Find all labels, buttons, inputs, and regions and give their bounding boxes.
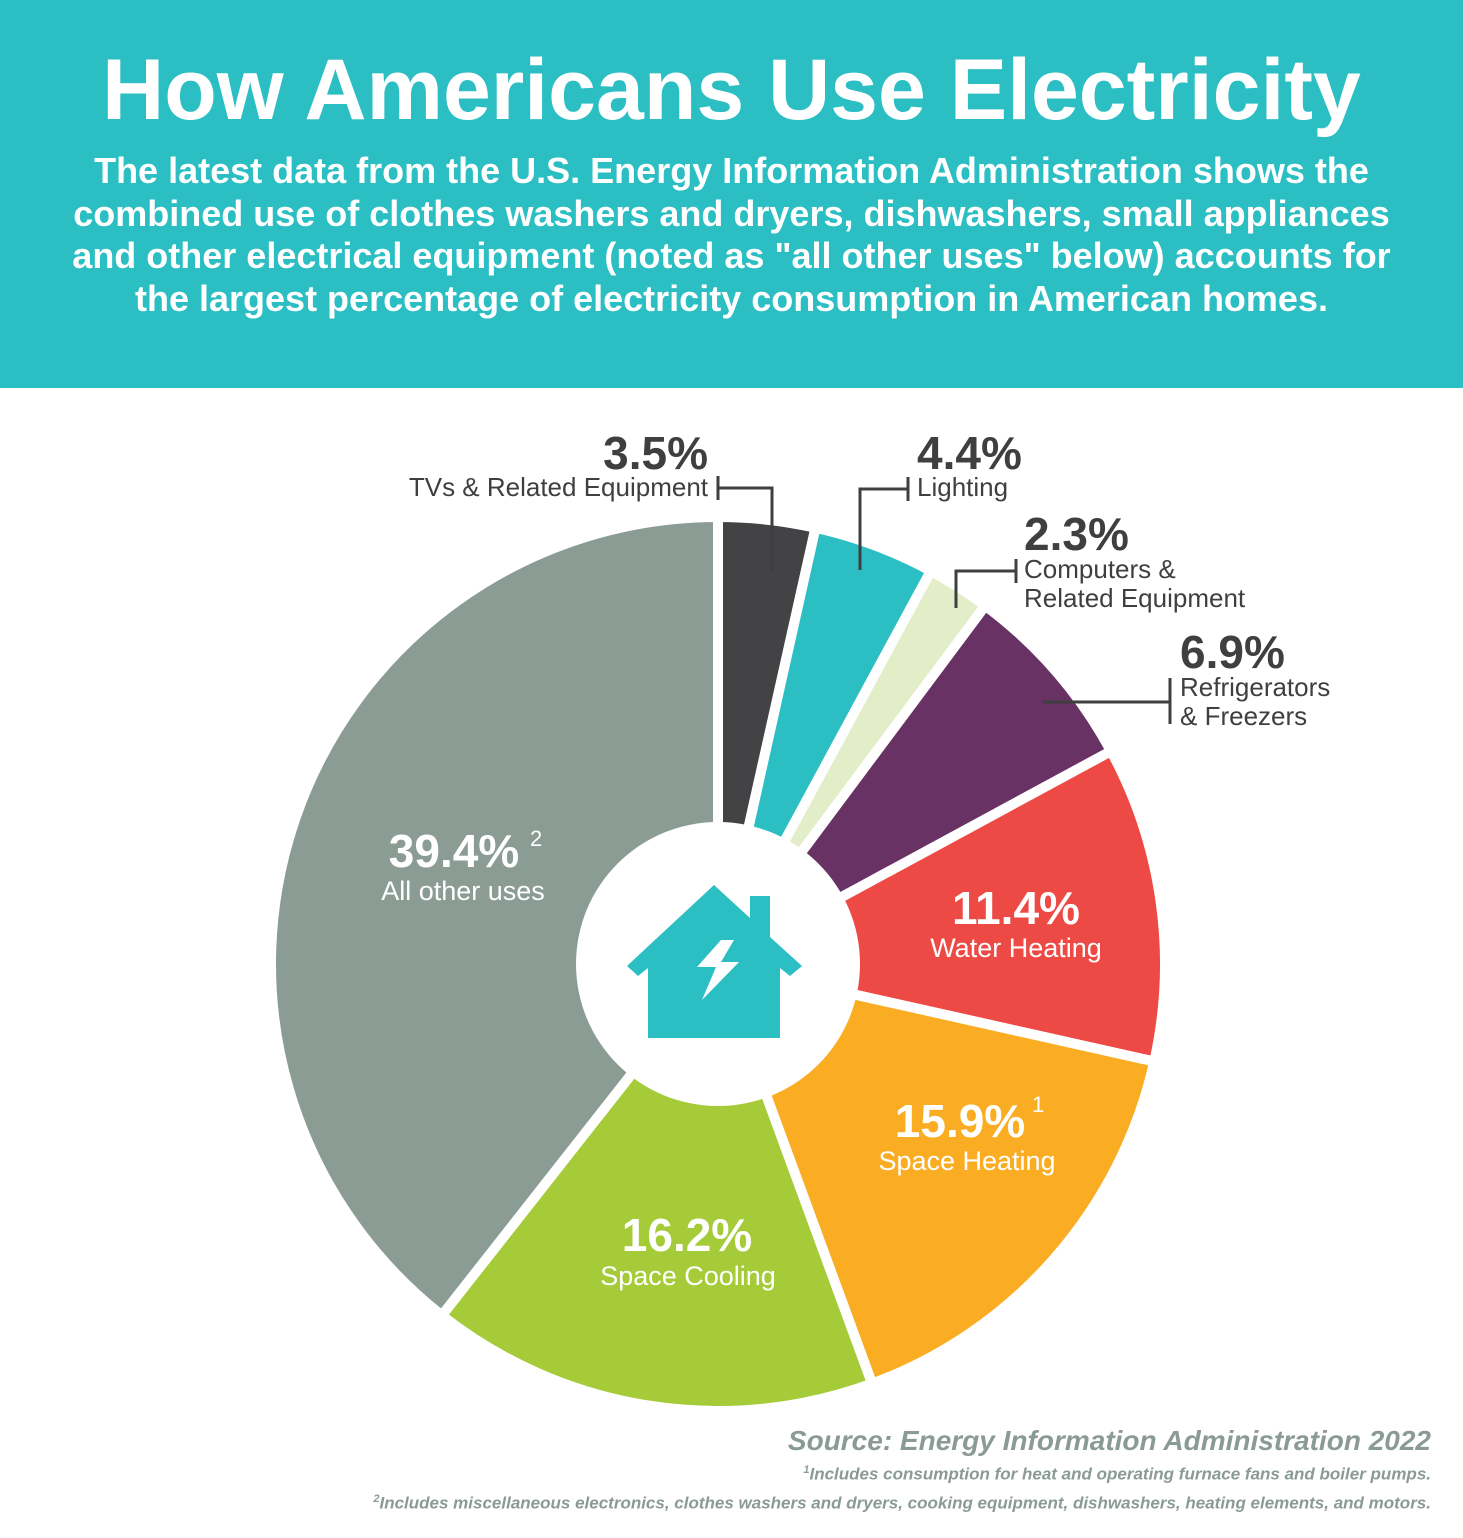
footnote-mark-all-other-uses: 2 — [530, 826, 542, 851]
pie-slice-space-heating — [713, 959, 1160, 1389]
header-banner: How Americans Use Electricity The latest… — [0, 0, 1463, 388]
source-citation: Source: Energy Information Administratio… — [787, 1425, 1431, 1456]
leader-line-tvs — [718, 486, 774, 572]
leader-line-computers — [954, 569, 1016, 608]
category-label-computers-line1: Computers & — [1024, 554, 1176, 584]
value-label-space-heating: 15.9% — [895, 1095, 1025, 1147]
category-label-lighting: Lighting — [917, 472, 1008, 502]
footnote-1-mark: 1 — [803, 1464, 810, 1476]
footnote-1-text: Includes consumption for heat and operat… — [809, 1464, 1431, 1484]
category-label-space-cooling: Space Cooling — [600, 1261, 776, 1291]
value-label-lighting: 4.4% — [917, 427, 1022, 479]
value-label-tvs: 3.5% — [603, 427, 708, 479]
leader-line-lighting — [858, 487, 908, 570]
value-label-space-cooling: 16.2% — [622, 1209, 752, 1261]
footnote-2-text: Includes miscellaneous electronics, clot… — [379, 1493, 1432, 1513]
category-label-refrigerators-line2: & Freezers — [1180, 701, 1307, 731]
value-label-refrigerators: 6.9% — [1180, 626, 1285, 678]
footnote-2-mark: 2 — [373, 1492, 380, 1505]
pie-slice-all-other-uses — [266, 512, 723, 1321]
page-subtitle: The latest data from the U.S. Energy Inf… — [72, 150, 1391, 319]
footnote-2: 2Includes miscellaneous electronics, clo… — [373, 1487, 1431, 1516]
house-lightning-icon — [627, 885, 802, 1038]
footnote-1: 1Includes consumption for heat and opera… — [373, 1458, 1431, 1487]
category-label-water-heating: Water Heating — [930, 933, 1102, 963]
footnote-mark-space-heating: 1 — [1032, 1092, 1044, 1117]
footer: Source: Energy Information Administratio… — [373, 1424, 1431, 1515]
pie-slice-space-cooling — [436, 959, 878, 1416]
category-label-computers-line2: Related Equipment — [1024, 583, 1246, 613]
category-label-space-heating: Space Heating — [878, 1146, 1055, 1176]
category-label-tvs: TVs & Related Equipment — [409, 472, 709, 502]
category-label-all-other-uses: All other uses — [381, 876, 545, 906]
value-label-all-other-uses: 39.4% — [389, 825, 519, 877]
value-label-water-heating: 11.4% — [952, 882, 1080, 934]
value-label-computers: 2.3% — [1024, 508, 1129, 560]
page-title: How Americans Use Electricity — [102, 42, 1361, 138]
category-label-refrigerators-line1: Refrigerators — [1180, 672, 1330, 702]
